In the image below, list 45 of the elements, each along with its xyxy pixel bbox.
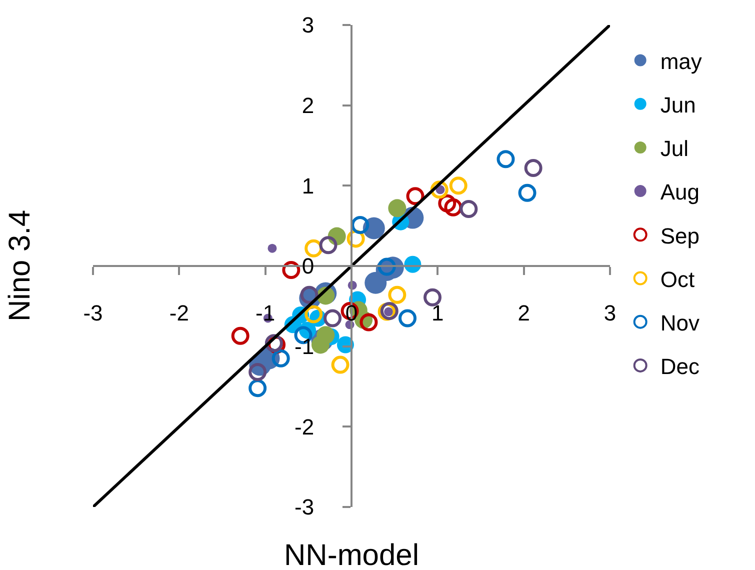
point xyxy=(398,309,417,328)
y-tick-label: 2 xyxy=(302,93,314,118)
point xyxy=(388,286,406,304)
legend-label: Jun xyxy=(660,92,696,118)
point xyxy=(351,216,370,234)
legend-label: Sep xyxy=(660,223,700,248)
legend-label: may xyxy=(660,48,702,74)
y-tick-label: 1 xyxy=(302,173,314,198)
y-tick-label: 0 xyxy=(302,254,314,279)
point xyxy=(282,261,300,280)
legend-label: Oct xyxy=(660,266,695,292)
point xyxy=(272,349,290,368)
point xyxy=(524,158,542,177)
y-tick-label: -2 xyxy=(294,414,314,440)
y-axis-title: Nino 3.4 xyxy=(4,210,36,322)
point xyxy=(331,356,350,374)
point xyxy=(319,236,338,254)
y-tick-label: -3 xyxy=(294,494,314,520)
x-tick-label: 2 xyxy=(518,300,530,326)
x-tick-label: -2 xyxy=(169,300,189,326)
point xyxy=(248,363,267,382)
point xyxy=(518,184,536,202)
point xyxy=(248,379,267,398)
point xyxy=(268,244,277,253)
x-tick-label: -3 xyxy=(83,300,103,326)
legend-label: Aug xyxy=(660,180,700,205)
legend-label: Jul xyxy=(660,136,688,162)
legend-label: Dec xyxy=(660,354,700,380)
point xyxy=(231,326,250,345)
point xyxy=(324,309,342,328)
x-axis-title: NN-model xyxy=(284,539,420,570)
point xyxy=(304,305,323,324)
point xyxy=(449,176,468,195)
y-tick-label: 3 xyxy=(302,12,314,38)
x-tick-label: -1 xyxy=(256,300,276,326)
point xyxy=(424,288,442,306)
x-tick-label: 3 xyxy=(604,300,616,326)
point xyxy=(360,313,378,332)
point xyxy=(388,199,406,218)
point xyxy=(378,258,396,276)
x-tick-label: 1 xyxy=(432,300,444,326)
point xyxy=(460,200,478,218)
x-tick-label: 0 xyxy=(345,300,358,326)
legend-label: Nov xyxy=(660,310,700,336)
point xyxy=(496,150,515,168)
